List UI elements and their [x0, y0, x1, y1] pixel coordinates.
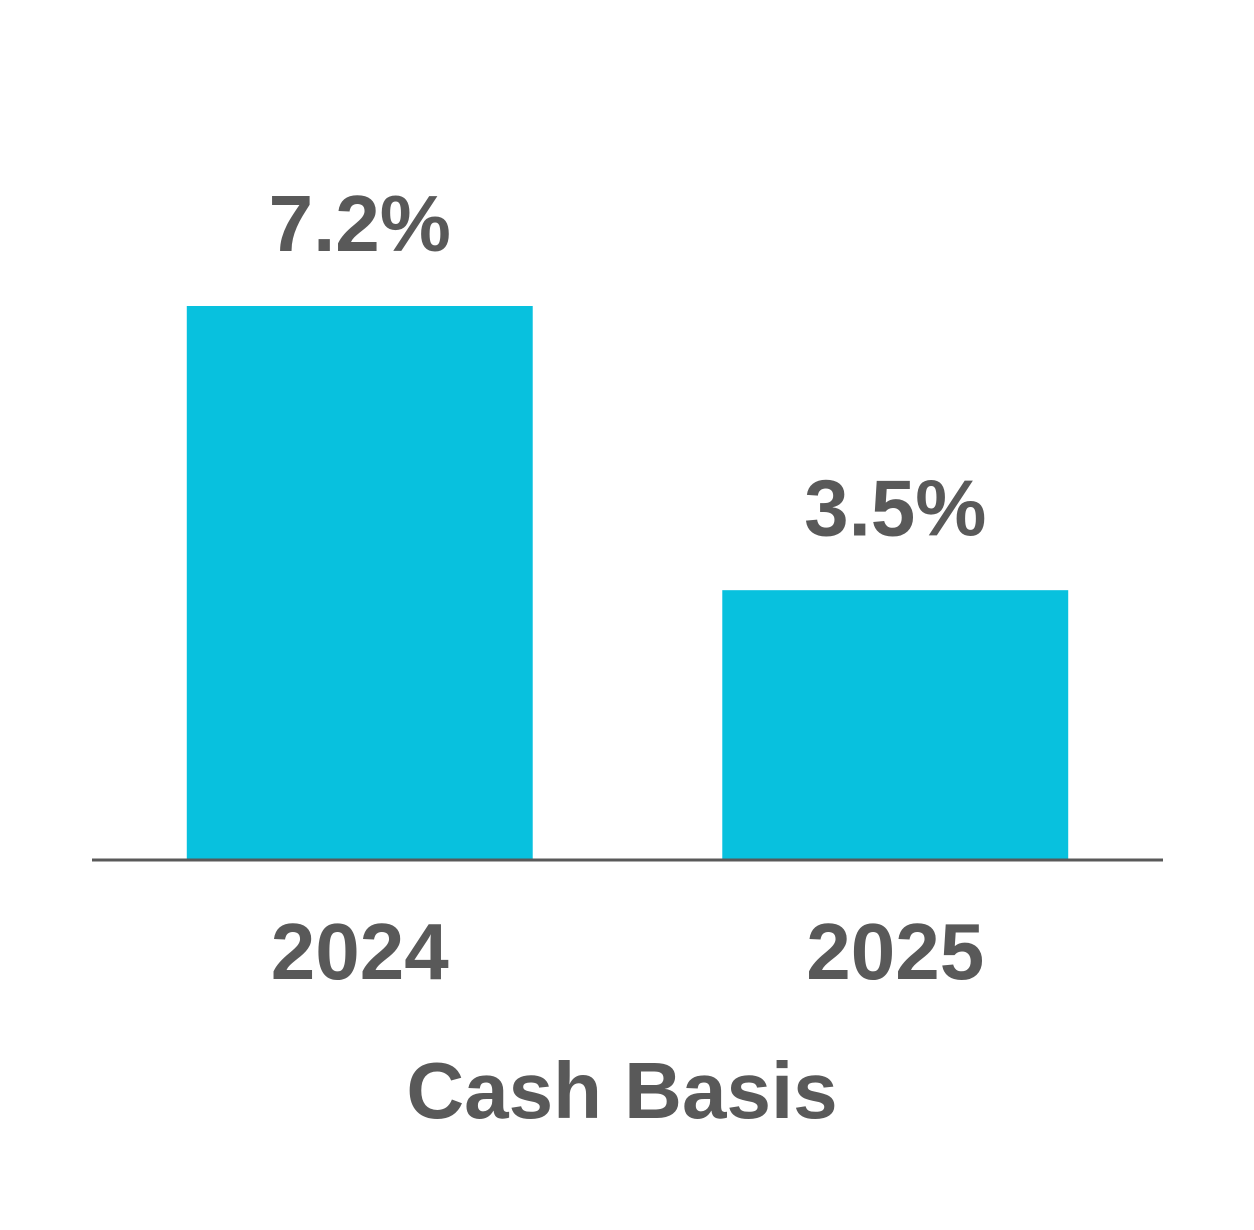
bar — [186, 306, 533, 859]
x-axis-label: Cash Basis — [406, 1046, 837, 1135]
data-label: 7.2% — [269, 179, 451, 268]
bar — [722, 590, 1069, 859]
x-tick-label: 2025 — [806, 907, 984, 996]
data-label: 3.5% — [804, 463, 986, 552]
x-tick-label: 2024 — [271, 907, 449, 996]
